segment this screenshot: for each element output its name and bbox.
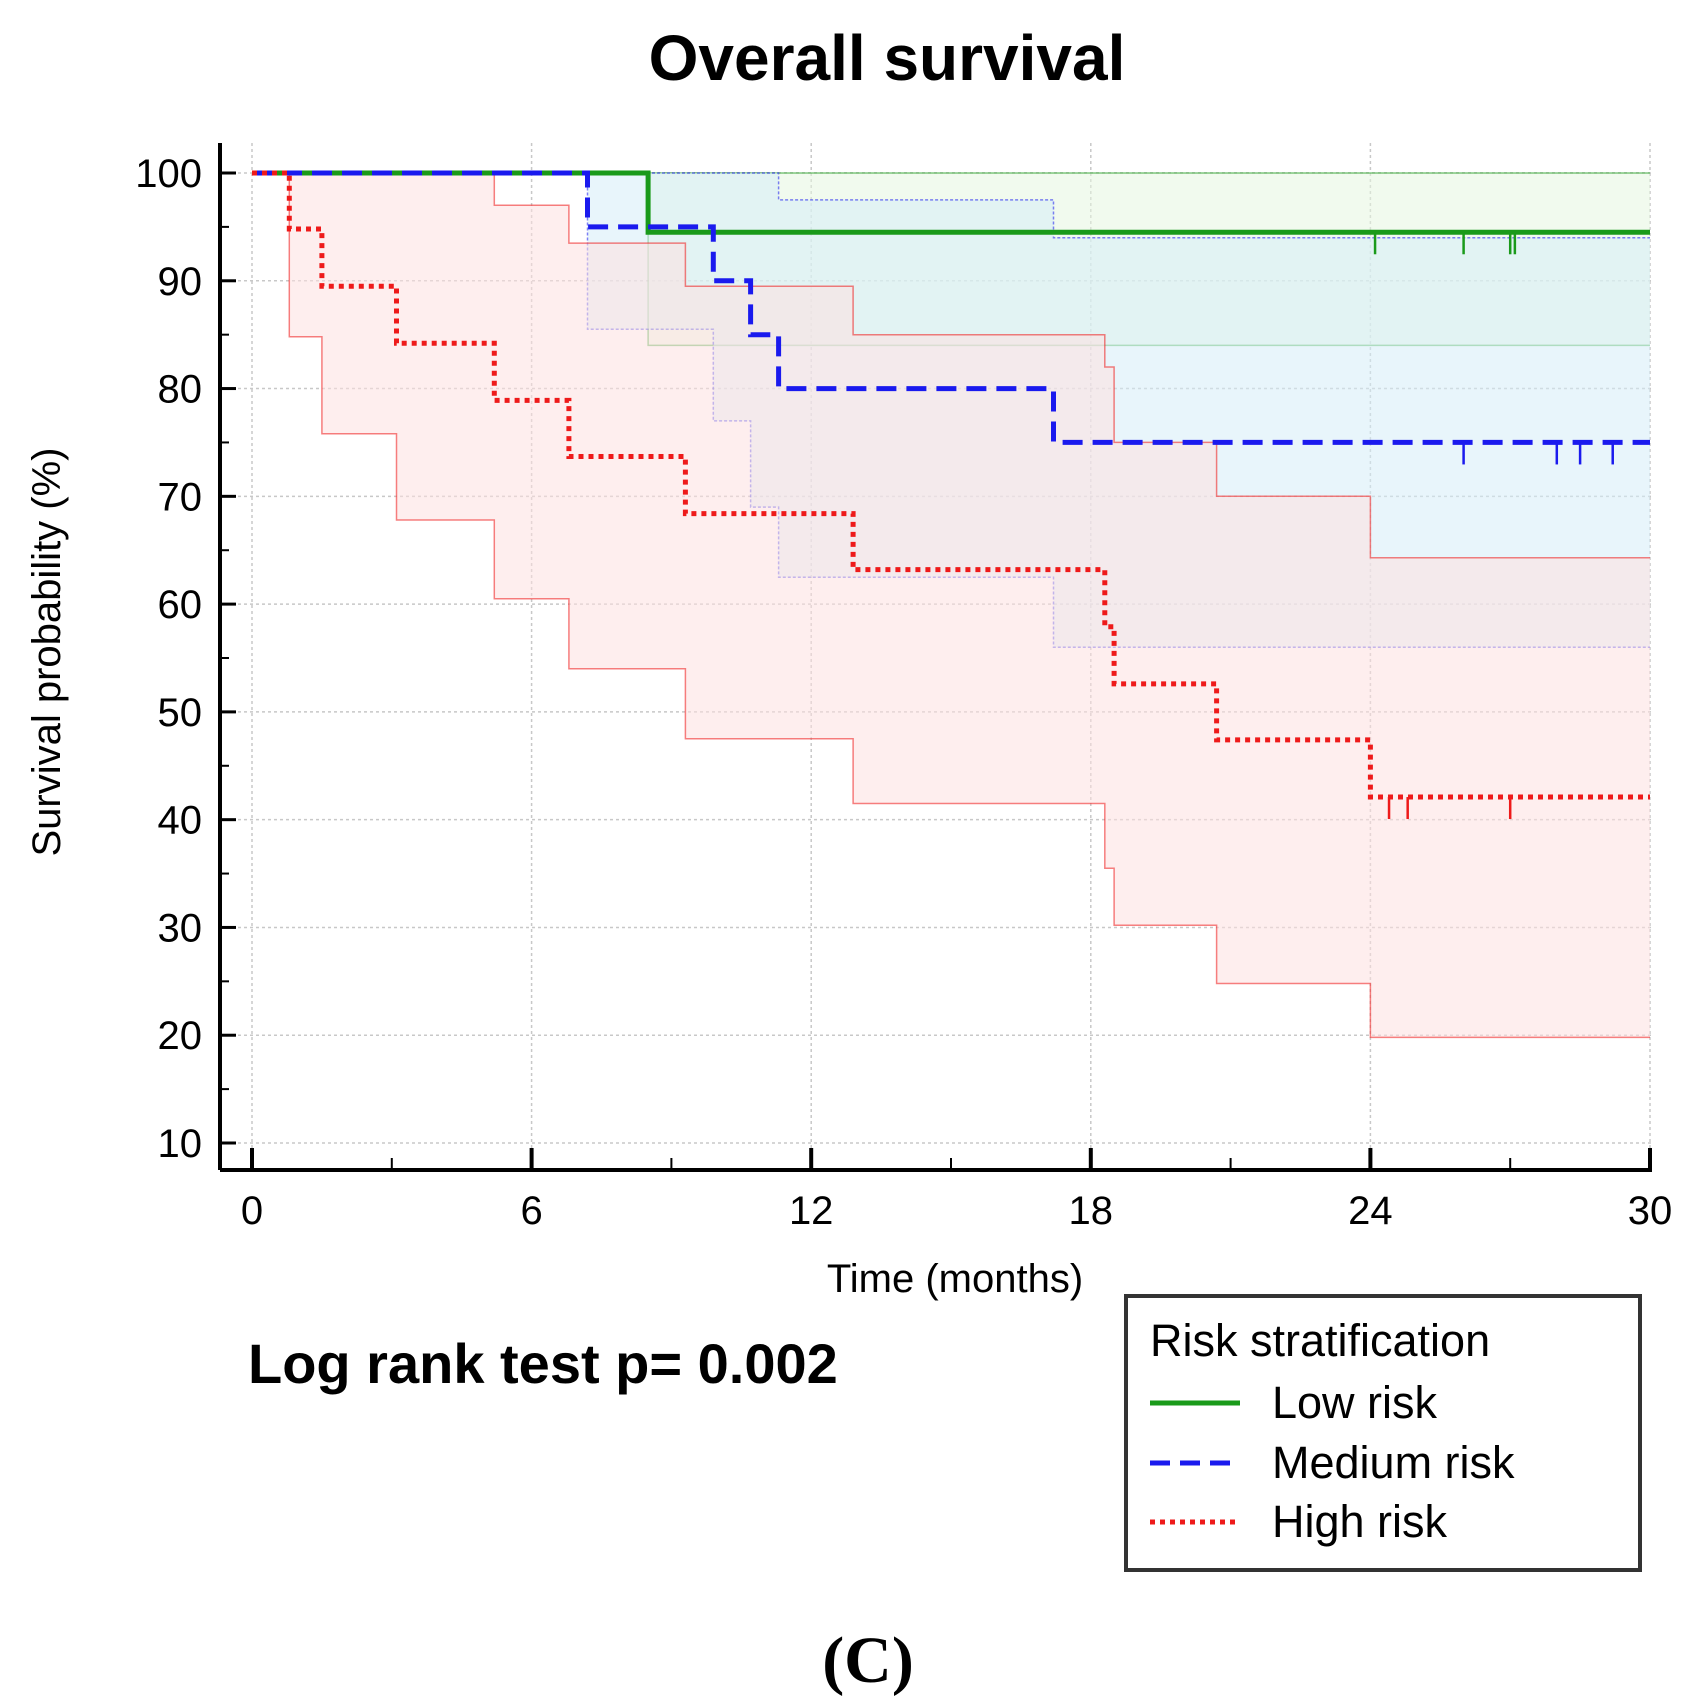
y-tick-label-60: 60 [158, 583, 203, 627]
chart-title: Overall survival [649, 22, 1126, 94]
x-tick-label-6: 6 [520, 1189, 542, 1233]
y-tick-label-30: 30 [158, 906, 203, 950]
y-tick-label-90: 90 [158, 260, 203, 304]
survival-curve-medium-risk [252, 170, 1650, 445]
x-tick-label-24: 24 [1348, 1189, 1393, 1233]
legend-label-high: High risk [1272, 1496, 1448, 1547]
legend: Risk stratification Low risk Medium risk… [1124, 1294, 1642, 1572]
tick-labels: 10 20 30 40 50 60 70 80 90 100 0 6 12 18 24 30 [135, 152, 1672, 1233]
confidence-upper-high-risk [252, 172, 1650, 559]
y-tick-label-70: 70 [158, 475, 203, 519]
x-tick-label-0: 0 [241, 1189, 263, 1233]
confidence-band-high-risk [252, 173, 1650, 1038]
x-axis-label: Time (months) [827, 1257, 1083, 1301]
survival-curves [252, 170, 1650, 800]
y-tick-label-10: 10 [158, 1122, 203, 1166]
legend-label-low: Low risk [1272, 1377, 1438, 1428]
confidence-lower-high-risk [252, 172, 1650, 1039]
y-tick-label-100: 100 [135, 152, 202, 196]
y-tick-label-50: 50 [158, 691, 203, 735]
censor-marks [1373, 232, 1614, 820]
survival-curve-high-risk [252, 170, 1650, 800]
legend-title: Risk stratification [1150, 1315, 1490, 1366]
y-tick-label-20: 20 [158, 1014, 203, 1058]
y-tick-label-80: 80 [158, 368, 203, 412]
confidence-upper-medium-risk [252, 172, 1650, 239]
x-tick-label-18: 18 [1069, 1189, 1114, 1233]
axes [218, 143, 1652, 1172]
legend-label-medium: Medium risk [1272, 1437, 1515, 1488]
x-tick-label-30: 30 [1628, 1189, 1673, 1233]
confidence-bands [252, 172, 1650, 1039]
y-axis-label: Survival probability (%) [25, 447, 69, 856]
log-rank-annotation: Log rank test p= 0.002 [248, 1332, 838, 1395]
y-tick-label-40: 40 [158, 799, 203, 843]
panel-label: (C) [822, 1624, 914, 1697]
x-tick-label-12: 12 [789, 1189, 834, 1233]
